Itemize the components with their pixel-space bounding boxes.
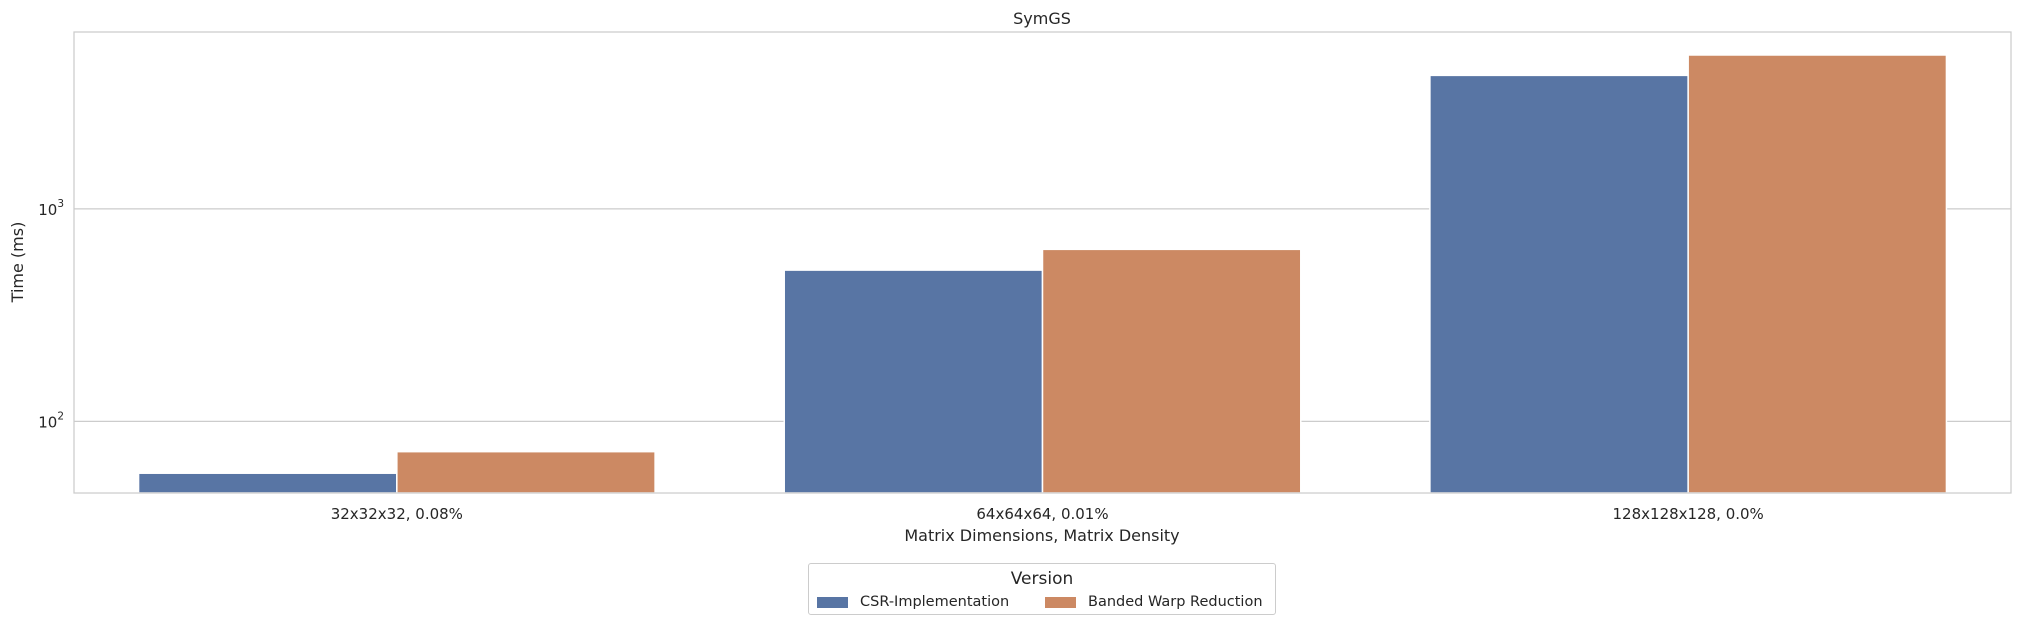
legend-item-banded: Banded Warp Reduction xyxy=(1045,594,1263,610)
bar-banded-1 xyxy=(1041,248,1302,494)
plot-frame xyxy=(73,31,2012,494)
bar-csr-0 xyxy=(137,472,398,494)
legend-label-banded: Banded Warp Reduction xyxy=(1088,594,1263,610)
legend: Version CSR-Implementation Banded Warp R… xyxy=(808,563,1276,615)
y-tick-label-1: 103 xyxy=(38,198,64,219)
bars xyxy=(137,54,1948,494)
legend-swatch-banded xyxy=(1045,596,1076,608)
bar-csr-1 xyxy=(783,269,1044,494)
bar-csr-2 xyxy=(1429,74,1689,494)
y-axis-label: Time (ms) xyxy=(8,222,27,304)
chart-title: SymGS xyxy=(1013,9,1071,28)
bar-banded-0 xyxy=(396,450,656,494)
legend-label-csr: CSR-Implementation xyxy=(860,594,1010,610)
x-axis-label: Matrix Dimensions, Matrix Density xyxy=(904,526,1179,545)
legend-title: Version xyxy=(1010,569,1074,589)
x-tick-labels: 32x32x32, 0.08% 64x64x64, 0.01% 128x128x12… xyxy=(331,505,1764,523)
x-tick-label-0: 32x32x32, 0.08% xyxy=(331,505,463,523)
legend-swatch-csr xyxy=(817,596,848,608)
bar-banded-2 xyxy=(1687,54,1948,494)
y-tick-label-0: 102 xyxy=(38,410,64,431)
y-tick-labels: 102 103 xyxy=(38,198,64,431)
legend-item-csr: CSR-Implementation xyxy=(817,594,1009,610)
x-tick-label-1: 64x64x64, 0.01% xyxy=(976,505,1108,523)
x-tick-label-2: 128x128x128, 0.0% xyxy=(1613,505,1764,523)
